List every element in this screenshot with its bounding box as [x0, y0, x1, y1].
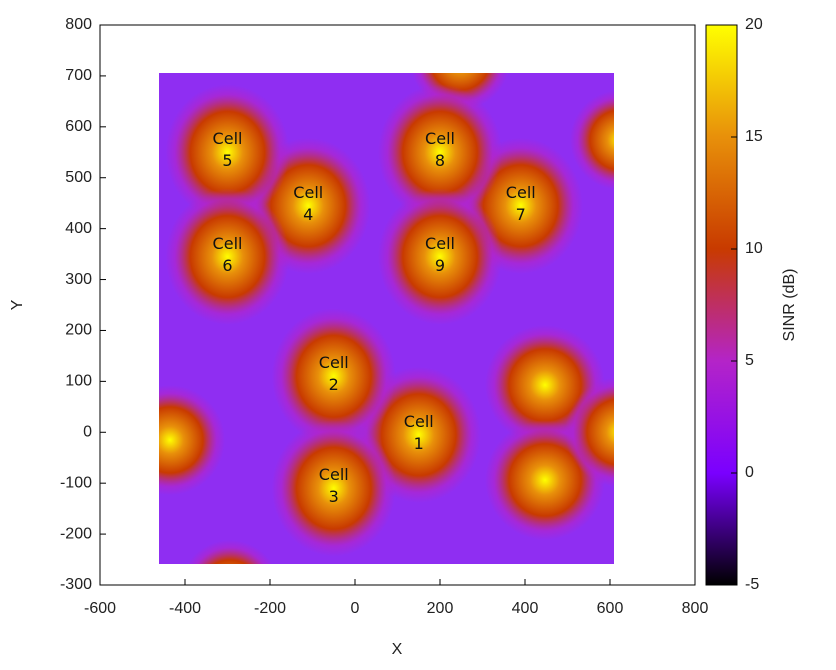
cell-lobe: [271, 308, 396, 445]
cell-label: Cell 6: [212, 233, 243, 275]
field: [159, 73, 614, 564]
cell-label: Cell 5: [212, 129, 243, 171]
cell-label-box: Cell 2: [318, 353, 349, 395]
cell-label: Cell 1: [403, 411, 434, 453]
y-tick-label: -300: [60, 576, 92, 593]
y-tick-label: -100: [60, 474, 92, 491]
y-axis-label: Y: [9, 299, 26, 310]
cell-label-box: Cell 6: [212, 233, 243, 275]
cell-label: Cell 4: [293, 182, 324, 224]
x-tick-label: 400: [512, 600, 539, 617]
cell-label: Cell 9: [425, 233, 455, 275]
colorbar-label: SINR (dB): [781, 269, 798, 342]
y-tick-label: 800: [65, 16, 92, 33]
lobe: [187, 540, 273, 564]
cell-label-box: Cell 4: [293, 182, 324, 224]
lobe: [159, 385, 225, 495]
y-tick-label: -200: [60, 525, 92, 542]
colorbar-tick-label: 5: [745, 352, 754, 369]
cell-lobe: [165, 188, 290, 325]
x-tick-label: 200: [427, 600, 454, 617]
cell-label: Cell 8: [425, 129, 455, 171]
y-tick-label: 100: [65, 373, 92, 390]
x-tick-label: -200: [254, 600, 286, 617]
colorbar-tick-label: 15: [745, 128, 763, 145]
cell-lobe: [378, 84, 502, 221]
x-tick-label: 600: [597, 600, 624, 617]
x-tick-label: 800: [682, 600, 709, 617]
y-tick-label: 300: [65, 271, 92, 288]
cell-label: Cell 7: [505, 182, 536, 224]
cell-lobe: [271, 420, 396, 557]
colorbar-tick-label: 0: [745, 464, 754, 481]
colorbar-tick-label: -5: [745, 576, 759, 593]
cell-lobe: [378, 188, 502, 325]
cell-label-box: Cell 8: [425, 129, 455, 171]
y-tick-label: 200: [65, 322, 92, 339]
cell-lobe: [165, 84, 290, 221]
cell-lobes: [165, 84, 583, 557]
cell-label-box: Cell 3: [318, 465, 349, 507]
cell-label-box: Cell 9: [425, 233, 455, 275]
x-tick-label: -400: [169, 600, 201, 617]
y-tick-label: 400: [65, 220, 92, 237]
lobe: [565, 377, 614, 487]
cell-label: Cell 3: [318, 465, 349, 507]
cell-label-box: Cell 5: [212, 129, 243, 171]
y-tick-label: 700: [65, 67, 92, 84]
cell-label-box: Cell 1: [403, 411, 434, 453]
y-tick-label: 500: [65, 169, 92, 186]
lobe: [570, 90, 614, 190]
colorbar-tick-label: 10: [745, 240, 763, 257]
x-axis-label: X: [392, 641, 403, 658]
y-tick-label: 600: [65, 118, 92, 135]
colorbar: [705, 24, 738, 586]
neighbor-lobes: [159, 73, 614, 564]
x-tick-label: -600: [84, 600, 116, 617]
cell-label: Cell 2: [318, 353, 349, 395]
cell-label-box: Cell 7: [505, 182, 536, 224]
colorbar-tick-label: 20: [745, 16, 763, 33]
x-tick-label: 0: [351, 600, 360, 617]
y-tick-label: 0: [83, 423, 92, 440]
